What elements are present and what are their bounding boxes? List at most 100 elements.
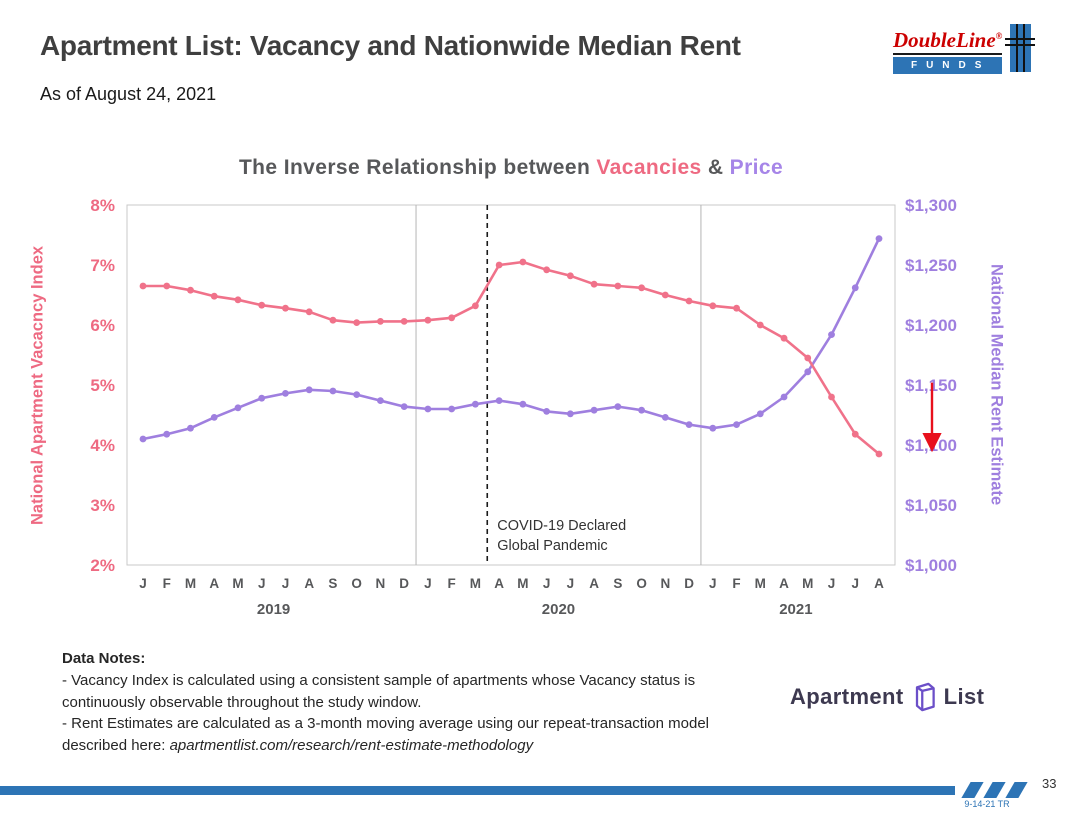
year-label: 2020 (542, 601, 575, 618)
data-point (638, 406, 645, 414)
chart: The Inverse Relationship between Vacanci… (15, 150, 1015, 640)
apartment-list-icon (915, 682, 935, 712)
covid-annotation: Global Pandemic (497, 538, 607, 554)
month-label: J (543, 576, 551, 591)
data-notes-line1: - Vacancy Index is calculated using a co… (62, 671, 696, 711)
month-label: J (282, 576, 290, 591)
footer-bar (0, 786, 955, 795)
month-label: M (517, 576, 528, 591)
data-point (543, 408, 551, 415)
data-point (495, 397, 503, 404)
right-tick-label: $1,000 (905, 556, 957, 575)
data-point (709, 424, 717, 432)
data-point (234, 404, 242, 412)
data-point (780, 393, 788, 401)
doubleline-logo-text: DoubleLine® FUNDS (893, 24, 1003, 74)
month-label: F (448, 576, 456, 591)
data-point (210, 292, 218, 300)
date-code: 9-14-21 TR (964, 799, 1010, 809)
doubleline-name: DoubleLine (893, 28, 996, 52)
chart-title-vacancies: Vacancies (596, 156, 702, 179)
chart-title-price: Price (729, 156, 784, 179)
month-label: J (709, 576, 717, 591)
right-tick-label: $1,250 (905, 256, 957, 275)
doubleline-cross-icon (1005, 24, 1036, 72)
registered-mark: ® (995, 31, 1003, 41)
doubleline-logo: DoubleLine® FUNDS (893, 24, 1036, 74)
data-point (756, 321, 764, 329)
month-label: A (779, 576, 789, 591)
data-point (424, 405, 432, 413)
data-notes-heading: Data Notes: (62, 650, 146, 667)
page-number: 33 (1042, 776, 1057, 791)
data-point (139, 435, 147, 443)
footer-slash-icon (961, 782, 984, 798)
month-label: J (852, 576, 860, 591)
data-point (566, 410, 574, 418)
covid-annotation: COVID-19 Declared (497, 518, 626, 534)
data-point (400, 403, 408, 410)
data-notes-line2: - Rent Estimates are calculated as a 3-m… (62, 713, 767, 757)
month-label: J (567, 576, 575, 591)
data-point (661, 291, 669, 299)
month-label: S (613, 576, 622, 591)
data-point (828, 331, 835, 338)
data-point (234, 296, 242, 304)
month-label: J (139, 576, 147, 591)
month-label: M (802, 576, 813, 591)
left-tick-label: 7% (90, 256, 115, 275)
data-point (661, 414, 669, 421)
data-point (329, 316, 337, 324)
data-point (471, 302, 479, 310)
month-label: F (163, 576, 171, 591)
data-point (163, 430, 171, 438)
right-tick-label: $1,200 (905, 316, 957, 335)
month-label: M (185, 576, 196, 591)
month-label: S (328, 576, 337, 591)
data-point (377, 318, 384, 325)
month-label: A (589, 576, 599, 591)
data-notes-line2-text: - Rent Estimates are calculated as a 3-m… (62, 715, 709, 754)
right-axis-label: National Median Rent Estimate (987, 264, 1006, 506)
data-point (851, 284, 859, 292)
chart-title-prefix: The Inverse Relationship between (238, 156, 597, 179)
month-label: N (376, 576, 386, 591)
page-title: Apartment List: Vacancy and Nationwide M… (40, 30, 741, 61)
month-label: A (304, 576, 314, 591)
chart-plot: 8%7%6%5%4%3%2%$1,300$1,250$1,200$1,150$1… (90, 196, 957, 618)
month-label: J (258, 576, 266, 591)
month-label: F (732, 576, 740, 591)
data-point (804, 368, 812, 376)
data-point (258, 301, 266, 309)
apartment-list-word1: Apartment (790, 684, 904, 709)
month-label: O (351, 576, 362, 591)
methodology-link: apartmentlist.com/research/rent-estimate… (169, 737, 534, 754)
month-label: A (494, 576, 504, 591)
data-point (424, 316, 432, 324)
chart-title: The Inverse Relationship between Vacanci… (127, 156, 895, 180)
month-label: M (232, 576, 243, 591)
left-tick-label: 6% (90, 316, 115, 335)
right-tick-label: $1,050 (905, 496, 957, 515)
data-point (519, 258, 527, 266)
data-point (353, 391, 361, 398)
data-point (187, 424, 194, 432)
data-point (139, 282, 147, 290)
data-point (875, 235, 883, 242)
month-label: O (636, 576, 647, 591)
year-label: 2021 (779, 601, 812, 618)
month-label: D (399, 576, 409, 591)
data-point (305, 386, 313, 394)
data-point (756, 410, 764, 418)
data-point (471, 400, 479, 408)
data-point (780, 334, 788, 342)
data-point (305, 308, 313, 316)
year-label: 2019 (257, 601, 290, 618)
data-point (590, 406, 598, 414)
data-point (638, 284, 645, 292)
data-point (685, 421, 693, 428)
data-point (495, 261, 503, 269)
doubleline-wordmark: DoubleLine® (893, 24, 1003, 55)
data-point (329, 387, 337, 395)
left-tick-label: 5% (90, 376, 115, 395)
